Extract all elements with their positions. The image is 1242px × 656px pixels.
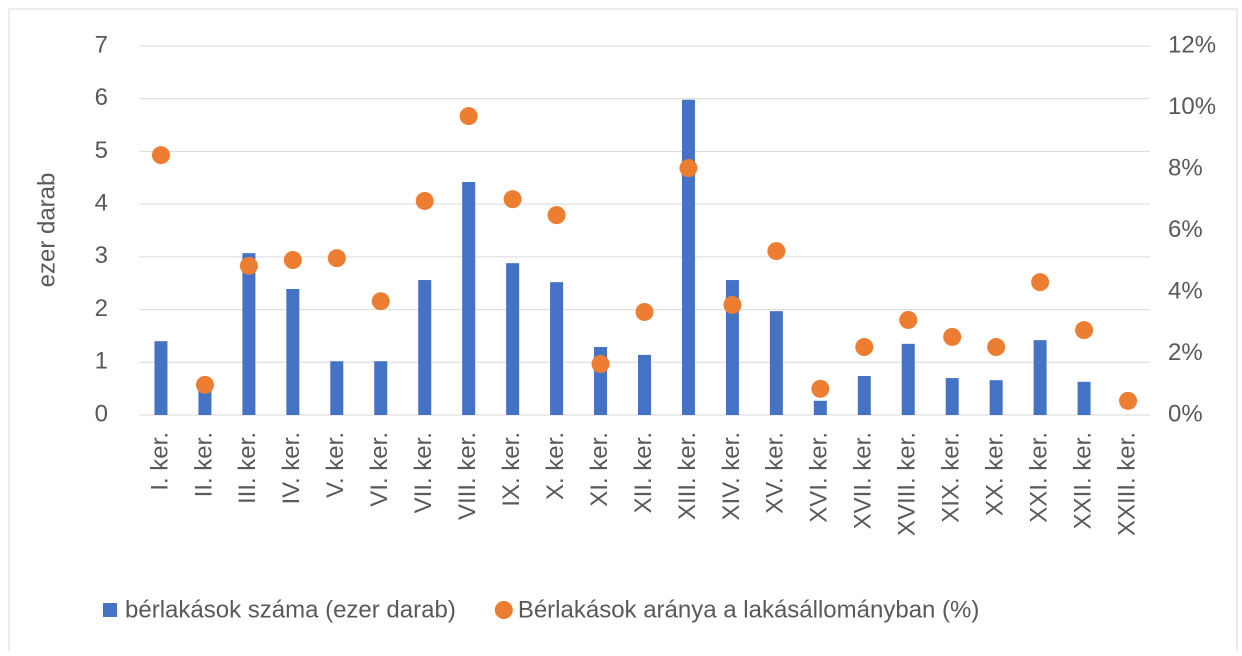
bar bbox=[286, 289, 300, 415]
scatter-point bbox=[1119, 391, 1138, 410]
bar bbox=[1033, 340, 1047, 415]
bar bbox=[725, 280, 739, 415]
scatter-point bbox=[195, 375, 214, 394]
y-axis-title: ezer darab bbox=[33, 173, 60, 288]
x-tick-label: XVII. ker. bbox=[850, 432, 877, 529]
scatter-point bbox=[1031, 273, 1050, 292]
scatter-point bbox=[239, 256, 258, 275]
y2-tick-label: 10% bbox=[1168, 93, 1216, 120]
x-tick-label: XVIII. ker. bbox=[894, 432, 921, 536]
y2-tick-label: 0% bbox=[1168, 400, 1203, 427]
scatter-point bbox=[943, 327, 962, 346]
y2-tick-label: 4% bbox=[1168, 277, 1203, 304]
y-tick-label: 3 bbox=[95, 242, 108, 269]
scatter-point bbox=[811, 379, 830, 398]
x-tick-label: V. ker. bbox=[322, 432, 349, 498]
bar bbox=[462, 182, 476, 415]
y2-tick-label: 12% bbox=[1168, 31, 1216, 58]
x-tick-label: XII. ker. bbox=[630, 432, 657, 513]
y2-tick-label: 8% bbox=[1168, 154, 1203, 181]
legend-label: Bérlakások aránya a lakásállományban (%) bbox=[518, 596, 980, 623]
x-tick-label: IX. ker. bbox=[498, 432, 525, 507]
scatter-point bbox=[767, 242, 786, 261]
x-tick-label: XI. ker. bbox=[586, 432, 613, 507]
y-tick-label: 5 bbox=[95, 137, 108, 164]
x-tick-label: XIX. ker. bbox=[938, 432, 965, 523]
x-tick-label: VI. ker. bbox=[366, 432, 393, 507]
x-tick-label: I. ker. bbox=[146, 432, 173, 491]
bar bbox=[769, 311, 783, 415]
x-tick-label: VIII. ker. bbox=[454, 432, 481, 520]
x-tick-label: XXI. ker. bbox=[1025, 432, 1052, 523]
scatter-point bbox=[371, 292, 390, 311]
x-tick-label: XXII. ker. bbox=[1069, 432, 1096, 529]
legend-swatch bbox=[103, 603, 117, 617]
bar bbox=[638, 354, 651, 415]
bar bbox=[901, 343, 915, 415]
scatter-point bbox=[283, 251, 302, 270]
x-tick-label: X. ker. bbox=[542, 432, 569, 500]
scatter-point bbox=[459, 107, 478, 126]
scatter-point bbox=[679, 159, 698, 178]
chart-border bbox=[8, 8, 1238, 656]
bar bbox=[242, 253, 256, 415]
legend-swatch bbox=[494, 601, 513, 619]
scatter-point bbox=[151, 146, 170, 165]
bar bbox=[418, 280, 432, 415]
x-tick-label: XXIII. ker. bbox=[1113, 432, 1140, 536]
scatter-point bbox=[723, 295, 742, 314]
y-tick-label: 7 bbox=[95, 31, 108, 58]
x-tick-label: XIII. ker. bbox=[674, 432, 701, 520]
y2-tick-label: 2% bbox=[1168, 339, 1203, 366]
legend-label: bérlakások száma (ezer darab) bbox=[125, 596, 456, 623]
scatter-point bbox=[899, 310, 918, 329]
bar bbox=[857, 375, 871, 415]
x-tick-label: II. ker. bbox=[190, 432, 217, 497]
scatter-point bbox=[987, 338, 1006, 357]
bar bbox=[550, 282, 564, 415]
x-tick-label: XIV. ker. bbox=[718, 432, 745, 521]
bar bbox=[330, 361, 344, 415]
x-tick-label: IV. ker. bbox=[278, 432, 305, 505]
bar bbox=[989, 380, 1003, 415]
y-tick-label: 4 bbox=[95, 189, 108, 216]
y-tick-label: 6 bbox=[95, 84, 108, 111]
x-tick-label: XVI. ker. bbox=[806, 432, 833, 523]
scatter-point bbox=[1075, 321, 1094, 340]
scatter-point bbox=[503, 190, 522, 209]
scatter-point bbox=[547, 206, 566, 225]
y2-tick-label: 6% bbox=[1168, 216, 1203, 243]
y-tick-label: 2 bbox=[95, 295, 108, 322]
bar bbox=[813, 400, 827, 415]
scatter-point bbox=[855, 338, 874, 357]
bar bbox=[1077, 381, 1091, 415]
x-tick-label: VII. ker. bbox=[410, 432, 437, 513]
bar bbox=[374, 361, 388, 415]
bar bbox=[506, 263, 520, 415]
bar bbox=[681, 99, 695, 416]
scatter-point bbox=[591, 354, 610, 373]
scatter-point bbox=[327, 249, 346, 268]
bar bbox=[945, 378, 959, 415]
x-tick-label: XV. ker. bbox=[762, 432, 789, 514]
scatter-point bbox=[415, 191, 434, 210]
y-tick-label: 1 bbox=[95, 348, 108, 375]
y-tick-label: 0 bbox=[95, 400, 108, 427]
x-tick-label: XX. ker. bbox=[981, 432, 1008, 516]
scatter-point bbox=[635, 302, 654, 321]
x-tick-label: III. ker. bbox=[234, 432, 261, 504]
bar bbox=[154, 341, 168, 415]
